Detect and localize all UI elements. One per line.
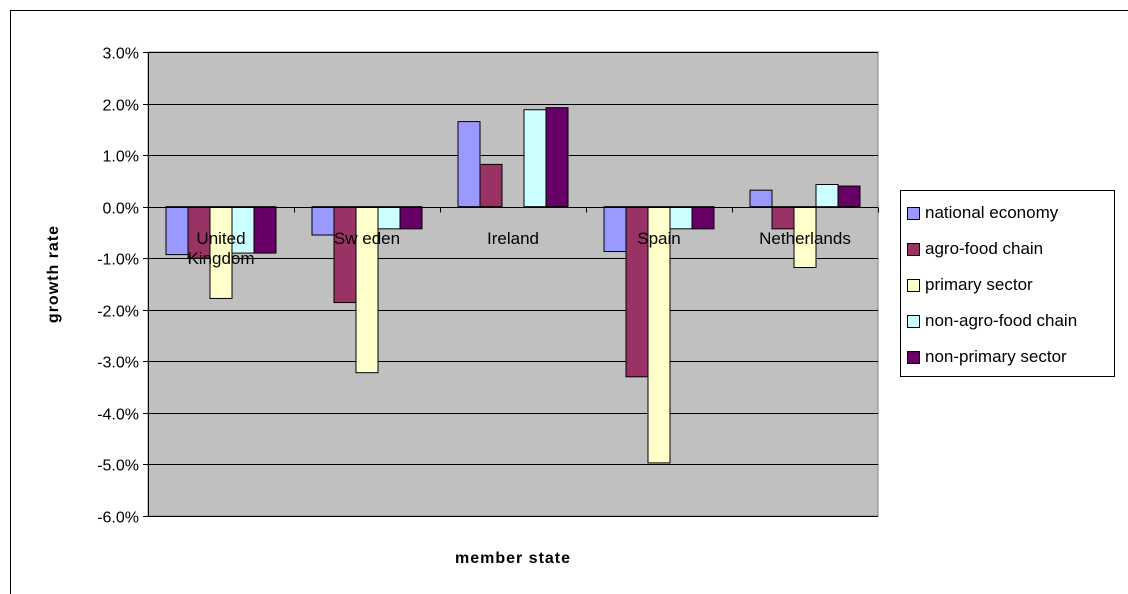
y-tick-label: 0.0% [103, 201, 139, 218]
legend-swatch [907, 206, 920, 220]
category-label: Ireland [487, 229, 539, 248]
y-tick-label: -1.0% [97, 252, 139, 269]
legend-item: non-primary sector [907, 339, 1114, 375]
bar [457, 121, 481, 208]
bar [355, 206, 379, 374]
bar [771, 206, 795, 230]
y-tick-label: -5.0% [97, 458, 139, 475]
y-tick-label: 1.0% [103, 149, 139, 166]
legend-swatch [907, 278, 920, 292]
legend-label: national economy [925, 203, 1059, 222]
bar [165, 206, 189, 256]
legend-item: primary sector [907, 267, 1114, 303]
legend-label: agro-food chain [925, 239, 1044, 258]
y-tick-label: -2.0% [97, 304, 139, 321]
y-tick-label: -6.0% [97, 510, 139, 527]
y-axis-title: growth rate [45, 225, 62, 323]
category-label: Spain [637, 229, 680, 248]
category-label: Netherlands [759, 229, 851, 248]
x-axis-title: member state [455, 550, 571, 567]
bar [793, 206, 817, 269]
bar [603, 206, 627, 253]
y-tick-label: 3.0% [103, 46, 139, 63]
category-label: Sw eden [334, 229, 400, 248]
axes [143, 52, 879, 517]
category-labels: United Kingdom Sw eden Ireland Spain Netherla… [187, 229, 850, 268]
legend-item: agro-food chain [907, 231, 1114, 267]
bar [523, 109, 547, 208]
bar [479, 163, 503, 208]
y-tick-label: -3.0% [97, 355, 139, 372]
legend-label: non-primary sector [925, 347, 1067, 366]
legend-label: non-agro-food chain [925, 311, 1078, 330]
bar [647, 206, 671, 464]
plot-area [147, 51, 879, 517]
legend: national economy agro-food chain primary… [900, 190, 1115, 377]
y-tick-label: -4.0% [97, 407, 139, 424]
bar [399, 206, 423, 230]
bar [311, 206, 335, 236]
bar [669, 206, 693, 230]
bar [691, 206, 715, 230]
category-label: United Kingdom [187, 229, 254, 268]
legend-swatch [907, 314, 920, 328]
bar [545, 107, 569, 208]
bar [377, 206, 401, 230]
legend-item: non-agro-food chain [907, 303, 1114, 339]
legend-item: national economy [907, 195, 1114, 231]
bar [253, 206, 277, 254]
y-tick-label: 2.0% [103, 98, 139, 115]
bar [815, 183, 839, 208]
legend-swatch [907, 350, 920, 364]
bar [749, 189, 773, 208]
bar [333, 206, 357, 304]
bars [165, 107, 861, 464]
legend-label: primary sector [925, 275, 1033, 294]
bar [837, 185, 861, 208]
legend-swatch [907, 242, 920, 256]
y-tick-labels: 3.0% 2.0% 1.0% 0.0% -1.0% -2.0% -3.0% -4.0% -5.0… [97, 46, 139, 527]
